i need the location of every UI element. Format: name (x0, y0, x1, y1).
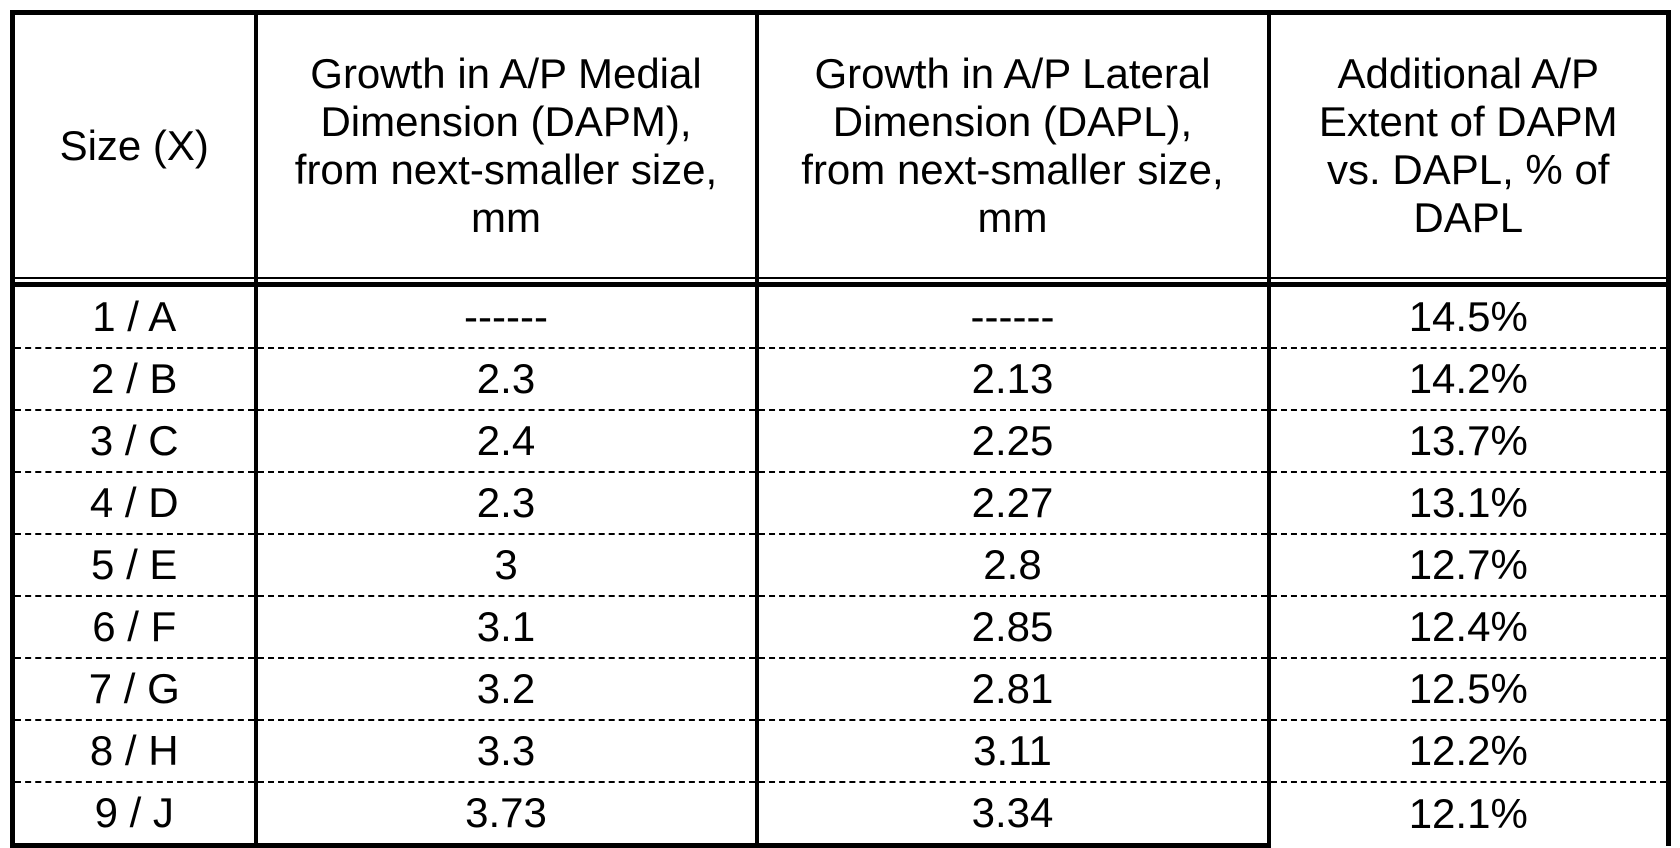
dapm-cell: 3.3 (253, 719, 757, 782)
dapm-cell: 2.3 (253, 347, 757, 410)
dapm-cell: 2.4 (253, 409, 757, 472)
size-cell: 7 / G (10, 657, 256, 720)
percent-cell: 12.4% (1266, 595, 1671, 658)
dapl-cell: 2.85 (754, 595, 1269, 658)
percent-cell: 12.1% (1266, 781, 1671, 846)
separator-cell (10, 277, 256, 287)
size-cell: 6 / F (10, 595, 256, 658)
table-row: 7 / G 3.2 2.81 12.5% (10, 657, 1671, 720)
percent-cell: 13.7% (1266, 409, 1671, 472)
table-row: 1 / A ------ ------ 14.5% (10, 287, 1671, 348)
dapl-cell: 3.34 (754, 781, 1269, 848)
table-row: 9 / J 3.73 3.34 12.1% (10, 781, 1671, 848)
separator-cell (253, 277, 757, 287)
percent-cell: 12.5% (1266, 657, 1671, 720)
size-cell: 2 / B (10, 347, 256, 410)
table-row: 8 / H 3.3 3.11 12.2% (10, 719, 1671, 782)
size-cell: 1 / A (10, 287, 256, 348)
header-line: from next-smaller size, (294, 146, 718, 193)
header-line: from next-smaller size, (801, 146, 1224, 193)
header-line: Growth in A/P Medial (310, 50, 702, 97)
header-line: DAPL (1413, 194, 1524, 241)
dapm-cell: 3.2 (253, 657, 757, 720)
header-line: vs. DAPL, % of (1327, 146, 1610, 193)
percent-cell: 12.7% (1266, 533, 1671, 596)
table-header: Size (X) Growth in A/P Medial Dimension … (10, 10, 1671, 277)
size-cell: 3 / C (10, 409, 256, 472)
percent-cell: 14.5% (1266, 287, 1671, 348)
percent-cell: 13.1% (1266, 471, 1671, 534)
table-row: 3 / C 2.4 2.25 13.7% (10, 409, 1671, 472)
dapl-cell: 2.8 (754, 533, 1269, 596)
header-body-separator (10, 277, 1671, 287)
separator-cell (1266, 277, 1671, 287)
table-body: 1 / A ------ ------ 14.5% 2 / B 2.3 2.13… (10, 277, 1671, 848)
table-row: 4 / D 2.3 2.27 13.1% (10, 471, 1671, 534)
column-header-dapl: Growth in A/P Lateral Dimension (DAPL), … (754, 10, 1269, 277)
column-header-dapm: Growth in A/P Medial Dimension (DAPM), f… (253, 10, 757, 277)
header-line: Size (X) (59, 122, 209, 169)
separator-cell (754, 277, 1269, 287)
dapm-cell: ------ (253, 287, 757, 348)
header-line: Additional A/P (1337, 50, 1599, 97)
table-row: 5 / E 3 2.8 12.7% (10, 533, 1671, 596)
dapm-cell: 3.73 (253, 781, 757, 848)
size-cell: 4 / D (10, 471, 256, 534)
dapl-cell: 2.81 (754, 657, 1269, 720)
header-line: Dimension (DAPL), (832, 98, 1193, 145)
header-line: Growth in A/P Lateral (814, 50, 1211, 97)
size-cell: 5 / E (10, 533, 256, 596)
size-cell: 8 / H (10, 719, 256, 782)
column-header-percent: Additional A/P Extent of DAPM vs. DAPL, … (1266, 10, 1671, 277)
dapl-cell: 2.13 (754, 347, 1269, 410)
dapm-cell: 3.1 (253, 595, 757, 658)
table-row: 6 / F 3.1 2.85 12.4% (10, 595, 1671, 658)
column-header-size: Size (X) (10, 10, 256, 277)
table-row: 2 / B 2.3 2.13 14.2% (10, 347, 1671, 410)
dapl-cell: 3.11 (754, 719, 1269, 782)
dapl-cell: ------ (754, 287, 1269, 348)
dapm-cell: 3 (253, 533, 757, 596)
header-line: mm (471, 194, 541, 241)
dapl-cell: 2.25 (754, 409, 1269, 472)
dapm-cell: 2.3 (253, 471, 757, 534)
header-line: Extent of DAPM (1318, 98, 1618, 145)
dapl-cell: 2.27 (754, 471, 1269, 534)
percent-cell: 12.2% (1266, 719, 1671, 782)
implant-sizing-table: Size (X) Growth in A/P Medial Dimension … (10, 10, 1671, 848)
percent-cell: 14.2% (1266, 347, 1671, 410)
header-row: Size (X) Growth in A/P Medial Dimension … (10, 10, 1671, 277)
header-line: mm (977, 194, 1048, 241)
size-cell: 9 / J (10, 781, 256, 848)
header-line: Dimension (DAPM), (320, 98, 692, 145)
